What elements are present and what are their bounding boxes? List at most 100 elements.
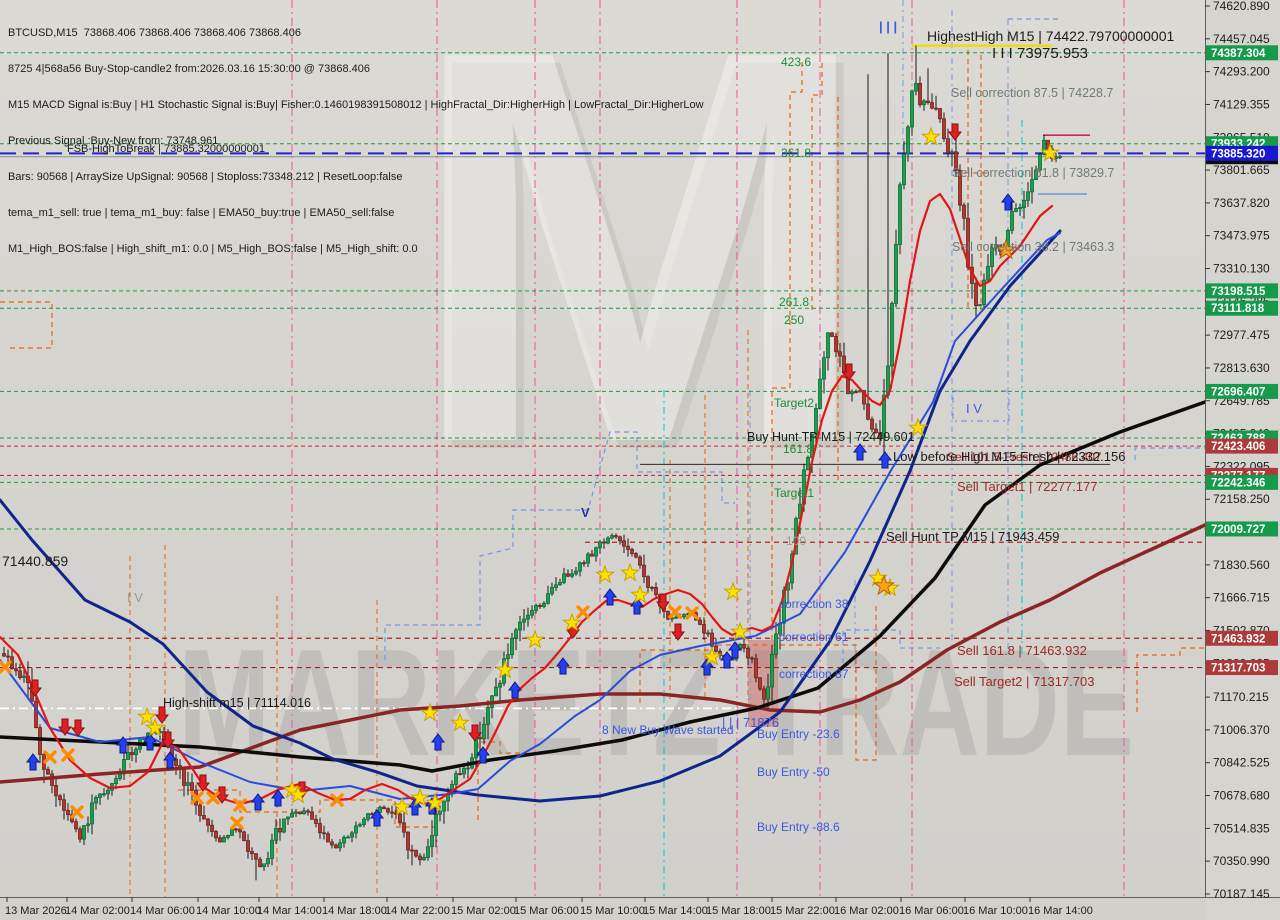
candle-bear	[946, 138, 950, 154]
x-mark-icon	[685, 606, 699, 620]
candle-bear	[838, 351, 842, 357]
x-tick-label: 15 Mar 14:00	[643, 905, 708, 917]
price-badge-red	[1206, 438, 1278, 454]
candle-bear	[750, 657, 754, 660]
candle-bull	[542, 602, 546, 607]
candle-bull	[86, 823, 90, 826]
candle-bear	[334, 844, 338, 849]
candle-bear	[942, 118, 946, 140]
candle-bear	[742, 643, 746, 649]
star-icon	[524, 629, 546, 649]
sell-arrow-icon	[58, 718, 72, 736]
candle-bull	[262, 863, 266, 868]
buy-arrow-icon	[720, 651, 734, 669]
buy-arrow-icon	[431, 733, 445, 751]
buy-arrow-icon	[26, 753, 40, 771]
candle-bear	[74, 821, 78, 830]
buy-arrow-icon	[853, 443, 867, 461]
candle-bear	[966, 217, 970, 268]
x-tick-label: 15 Mar 18:00	[706, 905, 771, 917]
candle-bear	[258, 858, 262, 868]
annotation-label: Sell correction 38.2 | 73463.3	[952, 240, 1114, 254]
star-icon	[619, 562, 641, 582]
candle-bear	[322, 832, 326, 835]
previous-signal-line: Previous Signal :Buy-New from: 73748.961	[8, 135, 219, 147]
star-icon	[629, 584, 651, 604]
buy-arrow-icon	[508, 681, 522, 699]
price-badge-red	[1206, 660, 1278, 676]
candle-bear	[242, 831, 246, 842]
orange-star-icon	[873, 574, 895, 596]
x-tick-label: 13 Mar 2026	[5, 905, 67, 917]
annotation-label: HighestHigh M15 | 74422.79700000001	[927, 28, 1174, 44]
annotation-label: 261.8	[779, 295, 809, 309]
annotation-label: | | | 71876	[722, 715, 779, 730]
candle-bull	[426, 846, 430, 858]
candle-bull	[266, 858, 270, 865]
star-icon	[594, 564, 616, 584]
orange-star-icon	[995, 238, 1017, 260]
candle-bear	[974, 283, 978, 307]
buy-arrow-icon	[143, 733, 157, 751]
candle-bull	[102, 793, 106, 796]
candle-bear	[78, 828, 82, 840]
ema-red	[0, 192, 1054, 806]
candle-bull	[422, 857, 426, 861]
buy-stop-line: 8725 4|568a56 Buy-Stop-candle2 from:2026…	[8, 63, 371, 75]
candle-bull	[366, 813, 370, 820]
candle-bull	[554, 584, 558, 588]
sell-arrow-icon	[28, 679, 42, 697]
candle-bear	[210, 824, 214, 832]
candle-bull	[814, 408, 818, 435]
x-tick-label: 15 Mar 10:00	[580, 905, 645, 917]
candle-bull	[282, 818, 286, 833]
candle-bear	[714, 645, 718, 652]
candle-bull	[774, 633, 778, 655]
y-tick-label: 74293.200	[1213, 65, 1270, 79]
y-tick-label: 72977.475	[1213, 328, 1270, 342]
candle-bull	[346, 836, 350, 839]
candle-bear	[642, 564, 646, 578]
candle-bull	[594, 547, 598, 557]
y-tick-label: 73801.665	[1213, 163, 1270, 177]
x-tick-label: 14 Mar 02:00	[65, 905, 130, 917]
candle-bull	[518, 621, 522, 631]
candle-bull	[570, 573, 574, 577]
candle-bear	[926, 100, 930, 103]
candle-bear	[254, 853, 258, 860]
candle-bull	[430, 835, 434, 848]
candle-bull	[270, 839, 274, 859]
x-tick-label: 15 Mar 06:00	[514, 905, 579, 917]
buy-arrow-icon	[700, 658, 714, 676]
y-tick-label: 70842.525	[1213, 756, 1270, 770]
annotation-label: Sell correction 87.5 | 74228.7	[951, 86, 1113, 100]
candle-bull	[290, 812, 294, 818]
candle-bear	[650, 586, 654, 589]
candle-bull	[606, 537, 610, 544]
candle-bull	[882, 394, 886, 438]
candle-bull	[466, 767, 470, 770]
candle-bull	[434, 813, 438, 836]
candle-bear	[630, 548, 634, 554]
candle-bear	[414, 849, 418, 857]
candle-bull	[674, 616, 678, 619]
candle-bull	[1030, 179, 1034, 193]
candle-bear	[878, 432, 882, 438]
candle-bull	[906, 126, 910, 155]
candle-bear	[326, 833, 330, 843]
price-badge-label: 71317.703	[1211, 663, 1265, 675]
sell-arrow-icon	[155, 706, 169, 724]
candle-bear	[182, 768, 186, 786]
x-mark-icon	[0, 660, 12, 674]
annotation-label: Sell Target1 | 72277.177	[957, 479, 1097, 494]
candle-bear	[638, 556, 642, 566]
candle-bear	[66, 809, 70, 815]
annotation-label: Sell 161.8 | 71463.932	[957, 643, 1087, 658]
candle-bull	[442, 800, 446, 812]
candle-bull	[522, 618, 526, 623]
candle-bear	[130, 751, 134, 756]
candle-bear	[538, 604, 542, 607]
candle-bear	[14, 668, 18, 672]
candle-bear	[758, 677, 762, 690]
